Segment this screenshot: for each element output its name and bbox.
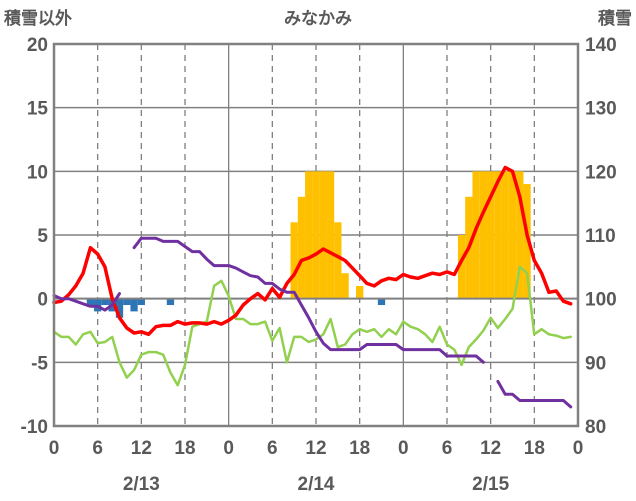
bar-yellow [516, 171, 524, 299]
x-tick-label: 6 [442, 438, 453, 459]
left-tick-label: -5 [31, 353, 48, 374]
x-tick-label: 12 [131, 438, 152, 459]
right-tick-label: 140 [585, 35, 617, 56]
bar-yellow [341, 273, 349, 299]
x-axis-ticks: 0 6 12 18 0 6 12 18 0 6 12 18 0 [49, 438, 584, 459]
bar-blue [86, 298, 95, 306]
series-purple-line [52, 292, 121, 312]
bar-blue [123, 298, 131, 306]
bar-yellow [523, 184, 531, 299]
x-tick-label: 0 [223, 438, 234, 459]
left-tick-label: -10 [21, 417, 48, 438]
x-tick-label: 0 [49, 438, 60, 459]
right-tick-label: 110 [585, 226, 616, 247]
series-lines [52, 165, 573, 409]
series-purple-line [132, 236, 485, 364]
x-tick-label: 0 [573, 438, 584, 459]
bar-blue [115, 298, 124, 318]
x-tick-label: 18 [174, 438, 195, 459]
bar-yellow [319, 171, 327, 299]
bar-yellow [326, 171, 335, 299]
x-tick-label: 6 [92, 438, 103, 459]
bar-blue [166, 298, 175, 306]
bar-yellow [312, 171, 320, 299]
right-tick-label: 100 [585, 290, 617, 311]
bar-yellow [487, 171, 495, 299]
bar-yellow [501, 171, 509, 299]
plot-frame [52, 42, 580, 428]
date-label: 2/13 [123, 474, 160, 495]
left-tick-label: 20 [27, 35, 48, 56]
series-red-line [52, 165, 573, 337]
left-tick-label: 15 [27, 99, 49, 120]
x-tick-label: 18 [524, 438, 545, 459]
x-tick-label: 18 [349, 438, 370, 459]
bar-blue [377, 298, 386, 306]
bar-yellow [290, 222, 298, 299]
bar-yellow [494, 171, 502, 299]
bar-yellow [479, 171, 488, 299]
date-label: 2/14 [298, 474, 335, 495]
bar-yellow [356, 285, 364, 299]
chart-title: みなかみ [284, 9, 352, 28]
right-tick-label: 80 [585, 417, 606, 438]
bar-yellow [508, 171, 517, 299]
x-tick-label: 6 [267, 438, 278, 459]
series-green-line [52, 265, 572, 387]
left-tick-label: 0 [37, 290, 48, 311]
left-tick-label: 5 [37, 226, 48, 247]
bar-yellow [297, 196, 306, 299]
left-axis-label: 積雪以外 [4, 8, 72, 28]
left-tick-label: 10 [27, 162, 48, 183]
date-label: 2/15 [472, 474, 509, 495]
right-tick-label: 90 [585, 353, 606, 374]
bar-yellow [305, 171, 313, 299]
x-tick-label: 12 [480, 438, 501, 459]
bar-yellow [472, 171, 480, 299]
right-axis-label: 積雪 [598, 8, 632, 28]
right-axis-ticks: 80 90 100 110 120 130 140 [585, 35, 617, 438]
bar-blue [137, 298, 145, 306]
left-axis-ticks: -10 -5 0 5 10 15 20 [21, 35, 49, 438]
bars [54, 171, 578, 318]
series-purple-line [496, 379, 573, 409]
x-tick-label: 12 [305, 438, 326, 459]
right-tick-label: 120 [585, 162, 617, 183]
bar-yellow [334, 222, 342, 299]
date-labels: 2/13 2/14 2/15 [123, 474, 510, 495]
bar-blue [101, 298, 109, 306]
right-tick-label: 130 [585, 99, 617, 120]
bar-yellow [457, 235, 466, 299]
bar-blue [130, 298, 138, 312]
x-tick-label: 0 [398, 438, 409, 459]
